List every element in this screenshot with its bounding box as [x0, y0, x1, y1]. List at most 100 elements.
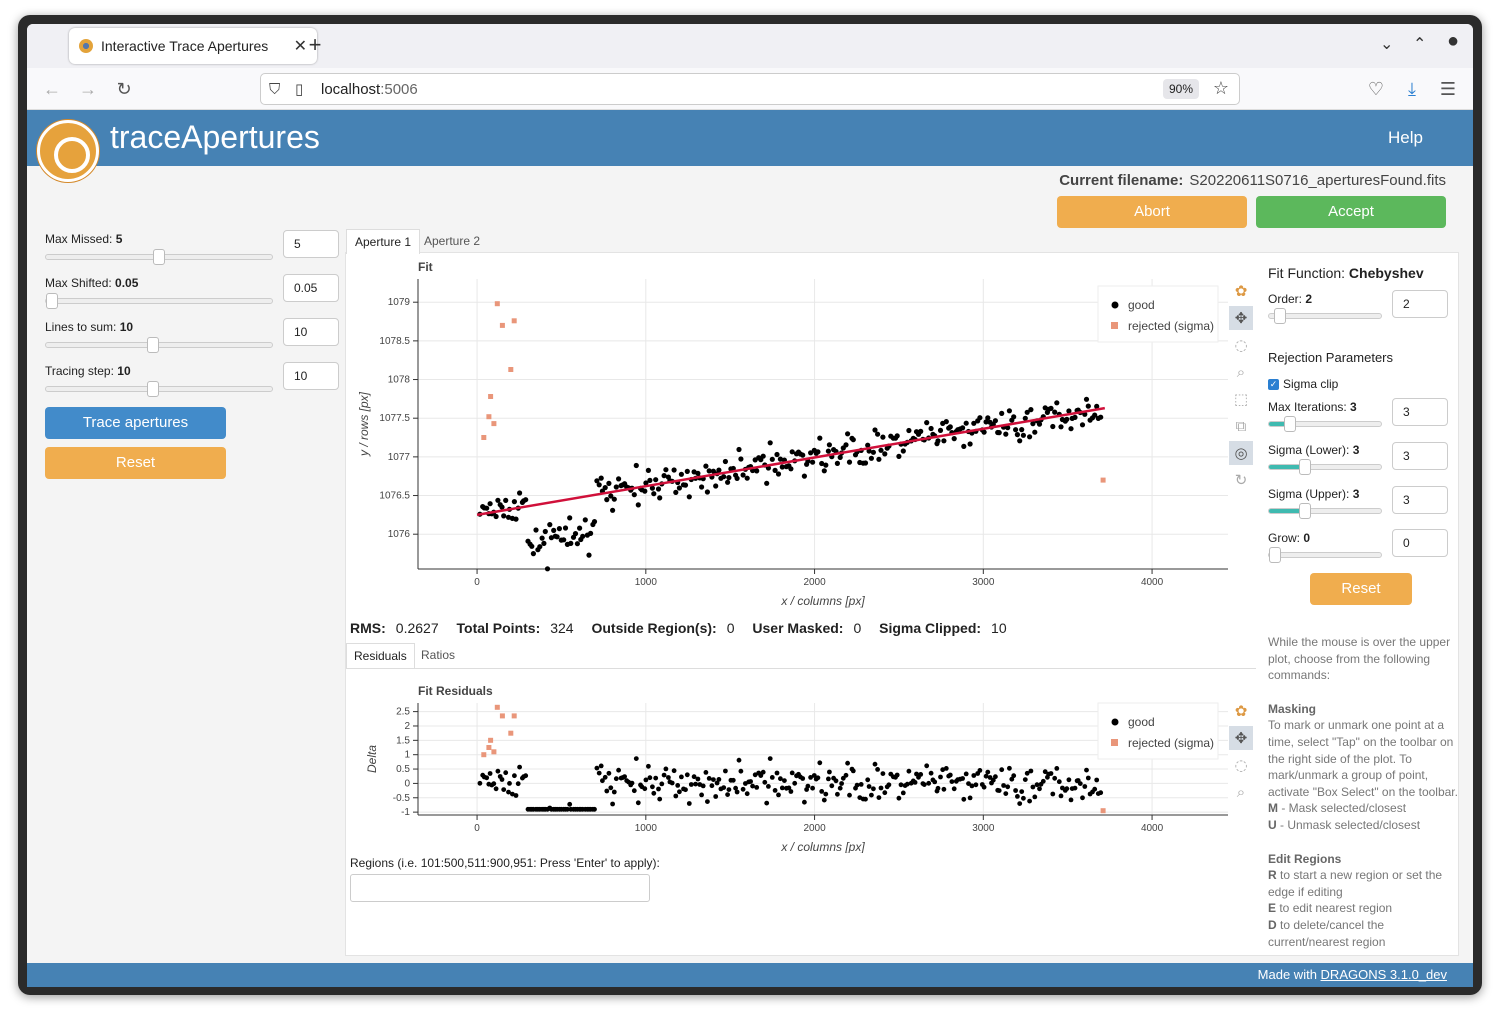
- reset-fit-button[interactable]: Reset: [1310, 573, 1412, 605]
- menu-icon[interactable]: ☰: [1439, 79, 1457, 99]
- good-point: [1017, 438, 1023, 444]
- good-residual-point: [594, 765, 600, 771]
- url-bar[interactable]: ⛉ ▯ localhost:5006 90% ☆: [260, 73, 1240, 105]
- sigma-lower-input[interactable]: 3: [1392, 442, 1448, 470]
- toolbar-tool-icon[interactable]: ✿: [1235, 702, 1248, 720]
- accept-button[interactable]: Accept: [1256, 196, 1446, 228]
- good-point: [996, 430, 1002, 436]
- slider-handle[interactable]: [1274, 308, 1286, 324]
- sigma-clipped-value: 10: [991, 620, 1007, 636]
- slider-handle[interactable]: [153, 249, 165, 265]
- x-tick-label: 1000: [635, 823, 658, 834]
- new-tab-icon[interactable]: +: [308, 32, 322, 57]
- trace-apertures-button[interactable]: Trace apertures: [45, 407, 226, 439]
- reset-left-button[interactable]: Reset: [45, 447, 226, 479]
- regions-input[interactable]: [350, 874, 650, 902]
- x-tick-label: 0: [474, 823, 480, 834]
- good-residual-point: [684, 772, 690, 778]
- sigma-lower-slider[interactable]: [1268, 459, 1382, 475]
- rejected-point: [1100, 477, 1106, 483]
- max-missed-slider[interactable]: [45, 249, 273, 265]
- minimize-icon[interactable]: ⌃: [1413, 36, 1427, 53]
- toolbar-tool-icon[interactable]: ✥: [1229, 726, 1253, 750]
- lines-to-sum-input[interactable]: 10: [283, 318, 339, 346]
- fit-plot[interactable]: Fit 0 1000 2000 3000 4000 1076 1076.5 1077 1077.5…: [346, 255, 1256, 613]
- pocket-icon[interactable]: ♡: [1367, 79, 1385, 99]
- legend-rejected-marker: [1111, 739, 1118, 746]
- dragons-link[interactable]: DRAGONS 3.1.0_dev: [1320, 967, 1447, 982]
- toolbar-tool-icon[interactable]: ⌕: [1237, 363, 1245, 381]
- grow-slider[interactable]: [1268, 547, 1382, 563]
- tab-ratios[interactable]: Ratios: [421, 648, 456, 662]
- slider-handle[interactable]: [46, 293, 58, 309]
- tab-residuals[interactable]: Residuals: [346, 643, 415, 668]
- toolbar-tool-icon[interactable]: ✥: [1229, 306, 1253, 330]
- order-slider[interactable]: [1268, 308, 1382, 324]
- sigma-upper-input[interactable]: 3: [1392, 486, 1448, 514]
- max-missed-input[interactable]: 5: [283, 230, 339, 258]
- toolbar-tool-icon[interactable]: ↻: [1235, 471, 1248, 489]
- toolbar-tool-icon[interactable]: ◌: [1234, 336, 1247, 354]
- rejected-residual-point: [494, 704, 500, 710]
- order-label: Order: 2: [1268, 292, 1313, 306]
- tracing-step-slider[interactable]: [45, 381, 273, 397]
- tab-list-icon[interactable]: ⌄: [1380, 36, 1394, 53]
- forward-icon[interactable]: →: [79, 79, 97, 99]
- legend-rejected-label: rejected (sigma): [1128, 736, 1214, 750]
- good-residual-point: [1092, 786, 1098, 792]
- y-tick-label: 1077.5: [379, 413, 410, 424]
- sigma-upper-slider[interactable]: [1268, 503, 1382, 519]
- good-residual-point: [651, 790, 657, 796]
- tab-aperture-2[interactable]: Aperture 2: [424, 234, 481, 248]
- good-point: [767, 440, 773, 446]
- good-residual-point: [726, 787, 732, 792]
- max-iterations-input[interactable]: 3: [1392, 398, 1448, 426]
- grow-input[interactable]: 0: [1392, 529, 1448, 557]
- abort-button[interactable]: Abort: [1057, 196, 1247, 228]
- slider-handle[interactable]: [1284, 416, 1296, 432]
- good-residual-point: [602, 774, 608, 780]
- tab-aperture-1[interactable]: Aperture 1: [346, 229, 421, 254]
- toolbar-tool-icon[interactable]: ◌: [1234, 756, 1247, 774]
- tracing-step-input[interactable]: 10: [283, 362, 339, 390]
- good-point: [548, 535, 554, 541]
- slider-handle[interactable]: [147, 381, 159, 397]
- slider-handle[interactable]: [1299, 459, 1311, 475]
- slider-handle[interactable]: [1299, 503, 1311, 519]
- max-shifted-input[interactable]: 0.05: [283, 274, 339, 302]
- good-point: [760, 453, 766, 459]
- order-input[interactable]: 2: [1392, 290, 1448, 318]
- good-point: [1022, 415, 1028, 421]
- good-residual-point: [827, 769, 832, 775]
- zoom-level[interactable]: 90%: [1162, 79, 1199, 99]
- help-link[interactable]: Help: [1388, 128, 1423, 147]
- checkbox-icon[interactable]: ✓: [1268, 378, 1279, 390]
- max-iterations-slider[interactable]: [1268, 416, 1382, 432]
- good-point: [769, 456, 775, 462]
- bookmark-star-icon[interactable]: ☆: [1212, 78, 1229, 98]
- toolbar-tool-icon[interactable]: ⬚: [1234, 390, 1248, 408]
- toolbar-tool-icon[interactable]: ✿: [1235, 282, 1248, 300]
- slider-handle[interactable]: [1269, 547, 1281, 563]
- good-residual-point: [487, 771, 493, 776]
- back-icon[interactable]: ←: [43, 79, 61, 99]
- good-point: [562, 525, 569, 531]
- lines-to-sum-slider[interactable]: [45, 337, 273, 353]
- toolbar-tool-icon[interactable]: ⧉: [1236, 417, 1247, 435]
- sigma-clip-checkbox[interactable]: ✓ Sigma clip: [1268, 377, 1338, 391]
- close-tab-icon[interactable]: ✕: [293, 38, 307, 55]
- max-shifted-slider[interactable]: [45, 293, 273, 309]
- browser-tab[interactable]: Interactive Trace Apertures ✕: [69, 28, 317, 64]
- good-point: [900, 448, 906, 454]
- rejected-residual-point: [488, 737, 494, 743]
- download-icon[interactable]: ⤓: [1408, 79, 1416, 99]
- good-residual-point: [924, 763, 930, 769]
- toolbar-tool-icon[interactable]: ◎: [1229, 441, 1253, 465]
- reload-icon[interactable]: ↻: [116, 79, 132, 99]
- slider-handle[interactable]: [147, 337, 159, 353]
- toolbar-glyph: ⌕: [1237, 363, 1245, 381]
- url-host: localhost: [321, 80, 381, 98]
- toolbar-tool-icon[interactable]: ⌕: [1237, 783, 1245, 801]
- residuals-plot[interactable]: Fit Residuals 0 1000 2000 3000 4000 -1 -0.5 0 0.5…: [346, 673, 1256, 853]
- close-window-icon[interactable]: ●: [1447, 30, 1460, 52]
